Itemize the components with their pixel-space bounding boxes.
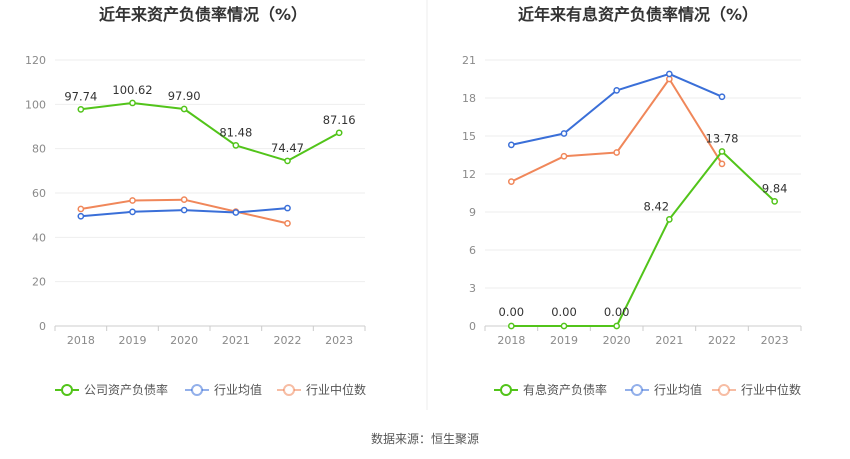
data-label: 8.42	[644, 199, 670, 213]
data-point	[232, 209, 240, 216]
y-tick-label: 3	[469, 282, 476, 295]
data-point	[180, 105, 188, 113]
legend-marker-circle	[191, 384, 203, 396]
data-point	[665, 70, 673, 78]
legend-marker-circle	[500, 384, 512, 396]
x-tick-label: 2019	[550, 334, 578, 347]
data-point	[665, 215, 673, 223]
x-tick-label: 2022	[708, 334, 736, 347]
data-label: 97.74	[64, 89, 97, 103]
x-tick-label: 2021	[655, 334, 683, 347]
data-label: 97.90	[168, 89, 201, 103]
legend-marker-circle	[61, 384, 73, 396]
data-point	[284, 220, 291, 227]
legend-label: 行业中位数	[741, 382, 801, 397]
x-tick-label: 2023	[761, 334, 789, 347]
data-point	[507, 322, 515, 330]
chart-title-1: 近年来有息资产负债率情况（%）	[518, 5, 758, 24]
data-label: 0.00	[551, 305, 577, 319]
data-point	[560, 130, 568, 137]
data-point	[613, 87, 621, 94]
y-tick-label: 0	[469, 320, 476, 333]
data-point	[507, 141, 515, 149]
data-point	[613, 322, 621, 330]
y-tick-label: 12	[462, 168, 476, 181]
data-label: 100.62	[112, 83, 152, 97]
y-tick-label: 0	[39, 320, 46, 333]
y-tick-label: 15	[462, 130, 476, 143]
series-line	[510, 78, 723, 183]
y-tick-label: 18	[462, 92, 476, 105]
y-tick-label: 40	[32, 231, 46, 244]
legend-label: 行业中位数	[306, 382, 366, 397]
data-point	[284, 204, 291, 212]
y-tick-label: 80	[32, 143, 46, 156]
x-tick-label: 2018	[497, 334, 525, 347]
data-label: 13.78	[706, 131, 739, 145]
data-point	[284, 157, 291, 165]
data-label: 87.16	[323, 113, 356, 127]
data-label: 0.00	[604, 305, 630, 319]
data-point	[507, 178, 515, 185]
legend-marker-circle	[283, 384, 295, 396]
y-tick-label: 120	[25, 54, 46, 67]
x-tick-label: 2020	[170, 334, 198, 347]
legend-label: 行业均值	[654, 382, 702, 397]
y-tick-label: 100	[25, 98, 46, 111]
legend-label: 公司资产负债率	[84, 382, 168, 397]
data-point	[77, 205, 85, 213]
data-source-note: 数据来源：恒生聚源	[371, 431, 479, 446]
y-tick-label: 21	[462, 54, 476, 67]
x-tick-label: 2020	[603, 334, 631, 347]
data-point	[613, 149, 621, 156]
x-tick-label: 2023	[325, 334, 353, 347]
y-tick-label: 9	[469, 206, 476, 219]
legend-label: 有息资产负债率	[523, 382, 607, 397]
data-point	[129, 208, 136, 216]
data-point	[560, 152, 568, 160]
data-label: 0.00	[499, 305, 525, 319]
legend-marker-circle	[718, 384, 730, 396]
series-line	[511, 150, 776, 327]
chart-title-0: 近年来资产负债率情况（%）	[99, 5, 307, 24]
x-tick-label: 2022	[274, 334, 302, 347]
data-point	[180, 196, 188, 203]
y-tick-label: 6	[469, 244, 476, 257]
data-point	[129, 99, 136, 107]
x-tick-label: 2018	[67, 334, 95, 347]
data-point	[771, 198, 779, 205]
data-label: 81.48	[219, 125, 252, 139]
series-line	[80, 102, 340, 162]
x-tick-label: 2019	[119, 334, 147, 347]
data-point	[718, 93, 726, 101]
data-point	[232, 142, 240, 149]
data-label: 74.47	[271, 141, 304, 155]
data-point	[129, 197, 136, 204]
data-label: 9.84	[762, 181, 788, 195]
data-point	[180, 206, 188, 214]
x-tick-label: 2021	[222, 334, 250, 347]
data-point	[560, 322, 568, 330]
data-point	[718, 148, 726, 155]
data-point	[718, 160, 726, 168]
data-point	[77, 212, 85, 220]
y-tick-label: 60	[32, 187, 46, 200]
series-line	[511, 72, 723, 146]
data-point	[335, 129, 343, 137]
legend-marker-circle	[631, 384, 643, 396]
data-point	[77, 105, 85, 113]
legend-label: 行业均值	[214, 382, 262, 397]
y-tick-label: 20	[32, 276, 46, 289]
